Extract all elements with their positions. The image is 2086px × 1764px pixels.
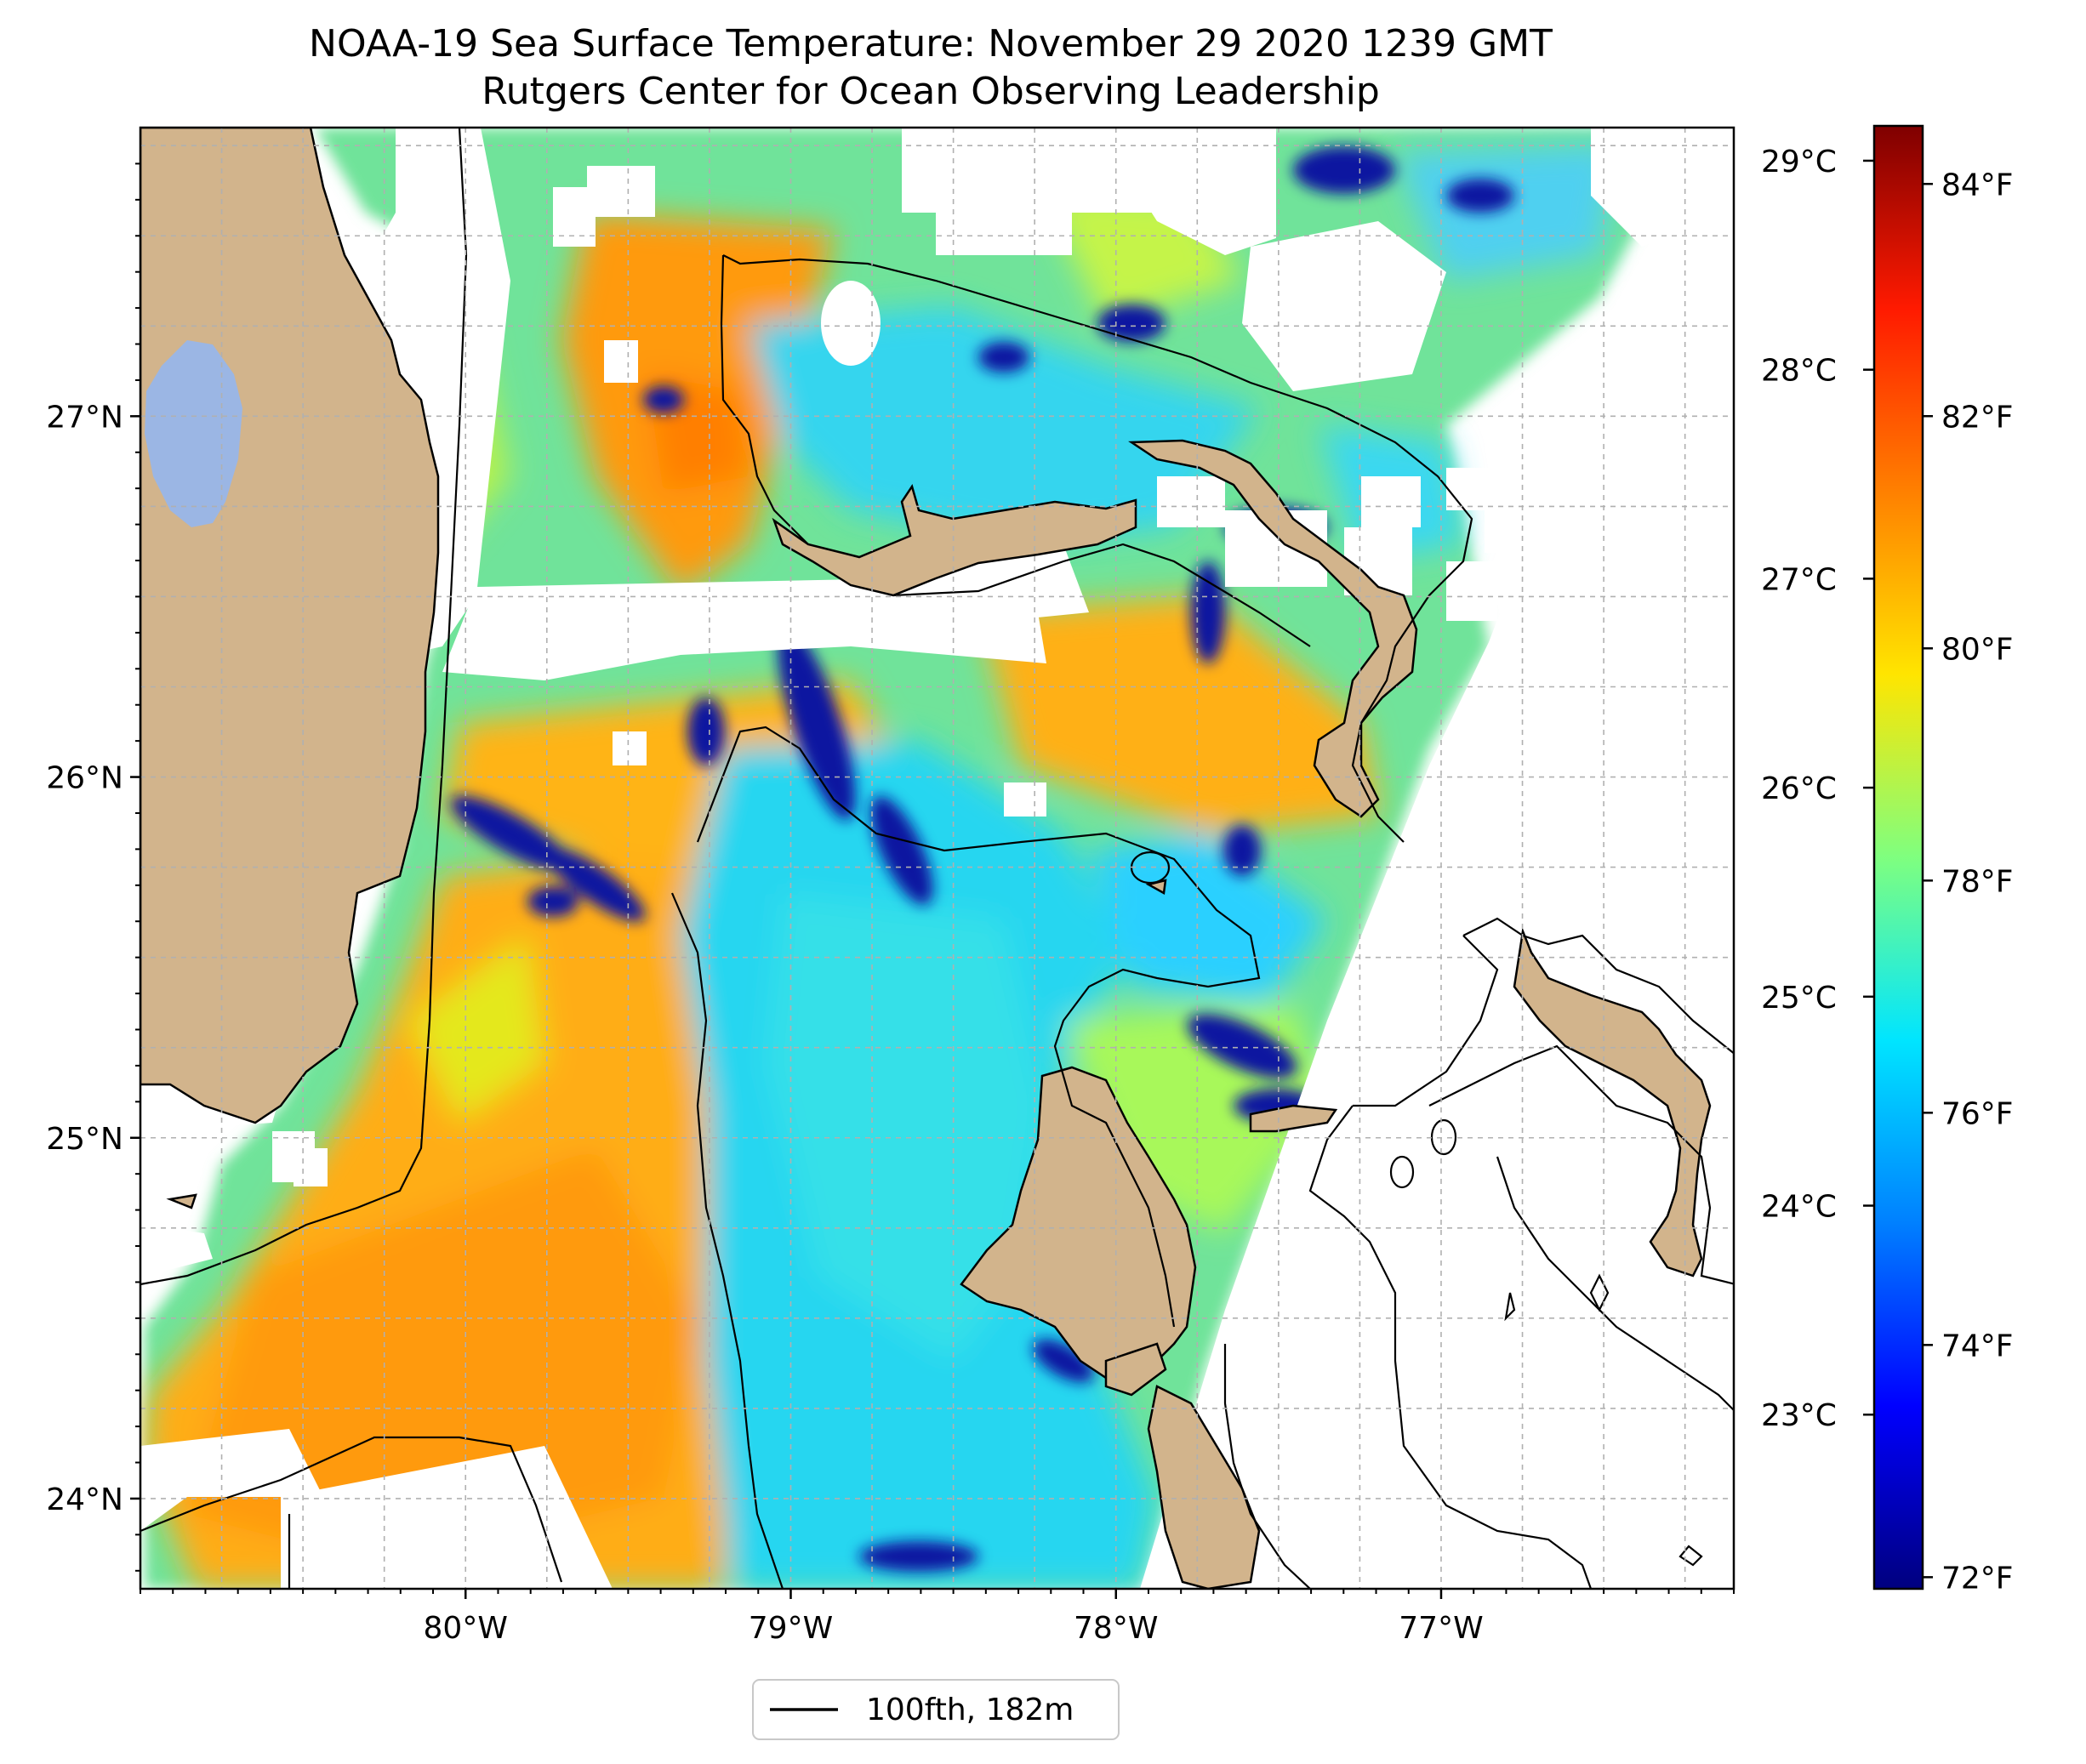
fahrenheit-tick-label: 84°F xyxy=(1941,168,2014,202)
legend: 100fth, 182m xyxy=(752,1679,1120,1740)
isobath-100fth xyxy=(140,128,1734,1589)
fahrenheit-axis: 72°F 74°F 76°F 78°F 80°F 82°F 84°F xyxy=(1923,168,2014,1596)
x-tick-label: 78°W xyxy=(1074,1611,1158,1646)
new-providence-island xyxy=(1249,1104,1338,1133)
andros-south xyxy=(1147,1385,1261,1589)
chart-subtitle: Rutgers Center for Ocean Observing Leade… xyxy=(482,70,1380,113)
celsius-tick-label: 29°C xyxy=(1761,145,1837,179)
eleuthera-island xyxy=(1513,927,1712,1277)
celsius-tick-label: 27°C xyxy=(1761,562,1837,597)
fahrenheit-tick-label: 82°F xyxy=(1941,400,2014,435)
minor-ticks xyxy=(135,162,1735,1594)
andros-cay xyxy=(1104,1342,1167,1397)
x-tick-label: 80°W xyxy=(424,1611,508,1646)
legend-label: 100fth, 182m xyxy=(866,1693,1074,1727)
y-tick-label: 25°N xyxy=(46,1122,123,1157)
celsius-tick-label: 24°C xyxy=(1761,1190,1837,1225)
celsius-tick-label: 23°C xyxy=(1761,1398,1837,1433)
x-axis: 80°W 79°W 78°W 77°W xyxy=(424,1589,1484,1646)
fahrenheit-tick-label: 72°F xyxy=(1941,1561,2014,1596)
x-tick-label: 77°W xyxy=(1399,1611,1483,1646)
y-tick-label: 24°N xyxy=(46,1482,123,1517)
y-tick-label: 26°N xyxy=(46,761,123,796)
celsius-tick-label: 28°C xyxy=(1761,354,1837,389)
gridlines xyxy=(140,128,1734,1589)
celsius-axis: 23°C 24°C 25°C 26°C 27°C 28°C 29°C xyxy=(1761,145,1873,1433)
celsius-tick-label: 26°C xyxy=(1761,771,1837,806)
colorbar-body xyxy=(1872,124,1924,1590)
map-area xyxy=(140,128,1734,1589)
fahrenheit-tick-label: 74°F xyxy=(1941,1329,2014,1363)
x-tick-label: 79°W xyxy=(749,1611,833,1646)
fahrenheit-tick-label: 78°F xyxy=(1941,864,2014,899)
chart-title: NOAA-19 Sea Surface Temperature: Novembe… xyxy=(309,22,1553,65)
sst-field xyxy=(140,128,1734,1589)
legend-box xyxy=(752,1679,1120,1740)
fahrenheit-tick-label: 76°F xyxy=(1941,1096,2014,1131)
abaco-island xyxy=(1128,439,1418,818)
fahrenheit-tick-label: 80°F xyxy=(1941,632,2014,667)
map-frame xyxy=(139,126,1735,1590)
celsius-tick-label: 25°C xyxy=(1761,981,1837,1016)
y-tick-label: 27°N xyxy=(46,400,123,435)
lake-okeechobee xyxy=(145,340,242,527)
y-axis: 24°N 25°N 26°N 27°N xyxy=(46,400,140,1517)
